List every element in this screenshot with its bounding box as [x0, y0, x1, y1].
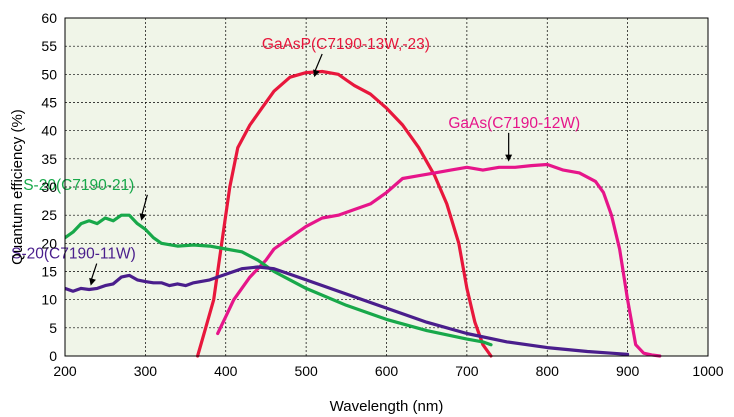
y-tick-label: 5 [49, 320, 57, 336]
y-tick-label: 20 [41, 235, 57, 251]
series-label-4: S-20(C7190-11W) [11, 246, 136, 263]
y-tick-label: 45 [41, 95, 57, 111]
y-tick-label: 25 [41, 207, 57, 223]
series-line-1 [196, 69, 493, 358]
x-tick-label: 300 [134, 363, 158, 379]
x-tick-label: 800 [536, 363, 560, 379]
series-line-3 [65, 213, 493, 347]
y-tick-label: 10 [41, 292, 57, 308]
x-axis-ticks: 200 300 400 500 600 700 800 900 1000 [53, 363, 723, 379]
annotation-arrow-line [90, 263, 98, 282]
x-tick-label: 400 [214, 363, 238, 379]
series-line-2 [216, 162, 662, 358]
y-axis-ticks: 0 5 10 15 20 25 30 35 40 45 50 55 60 [41, 10, 57, 364]
annotation-arrow-head [89, 277, 96, 286]
annotation-arrow-line [140, 194, 148, 217]
y-tick-label: 35 [41, 151, 57, 167]
x-tick-label: 700 [455, 363, 479, 379]
annotation-layer: GaAsP(C7190-13W,-23) GaAs(C7190-12W) S-20(… [11, 36, 580, 286]
y-axis-title: Quantum efficiency (%) [9, 109, 26, 265]
x-axis-title: Wavelength (nm) [330, 398, 444, 415]
x-tick-label: 1000 [692, 363, 723, 379]
y-tick-label: 0 [49, 348, 57, 364]
y-tick-label: 30 [41, 179, 57, 195]
x-tick-label: 900 [616, 363, 640, 379]
annotation-arrow-head [313, 69, 320, 78]
y-tick-label: 15 [41, 264, 57, 280]
x-tick-label: 600 [375, 363, 399, 379]
y-tick-label: 50 [41, 66, 57, 82]
y-tick-label: 40 [41, 123, 57, 139]
series-label-3: S-20(C7190-21) [23, 177, 134, 194]
series-label-1: GaAsP(C7190-13W,-23) [262, 36, 430, 53]
series-layer [65, 69, 662, 358]
y-tick-label: 60 [41, 10, 57, 26]
y-tick-label: 55 [41, 38, 57, 54]
x-tick-label: 200 [53, 363, 77, 379]
annotation-arrow-line [313, 53, 323, 74]
plot-border [64, 17, 709, 357]
annotation-arrow-head [505, 154, 513, 162]
annotation-arrow-head [139, 213, 147, 221]
series-line-4 [65, 265, 630, 356]
x-tick-label: 500 [294, 363, 318, 379]
series-label-2: GaAs(C7190-12W) [448, 115, 580, 132]
gridlines [65, 18, 708, 356]
